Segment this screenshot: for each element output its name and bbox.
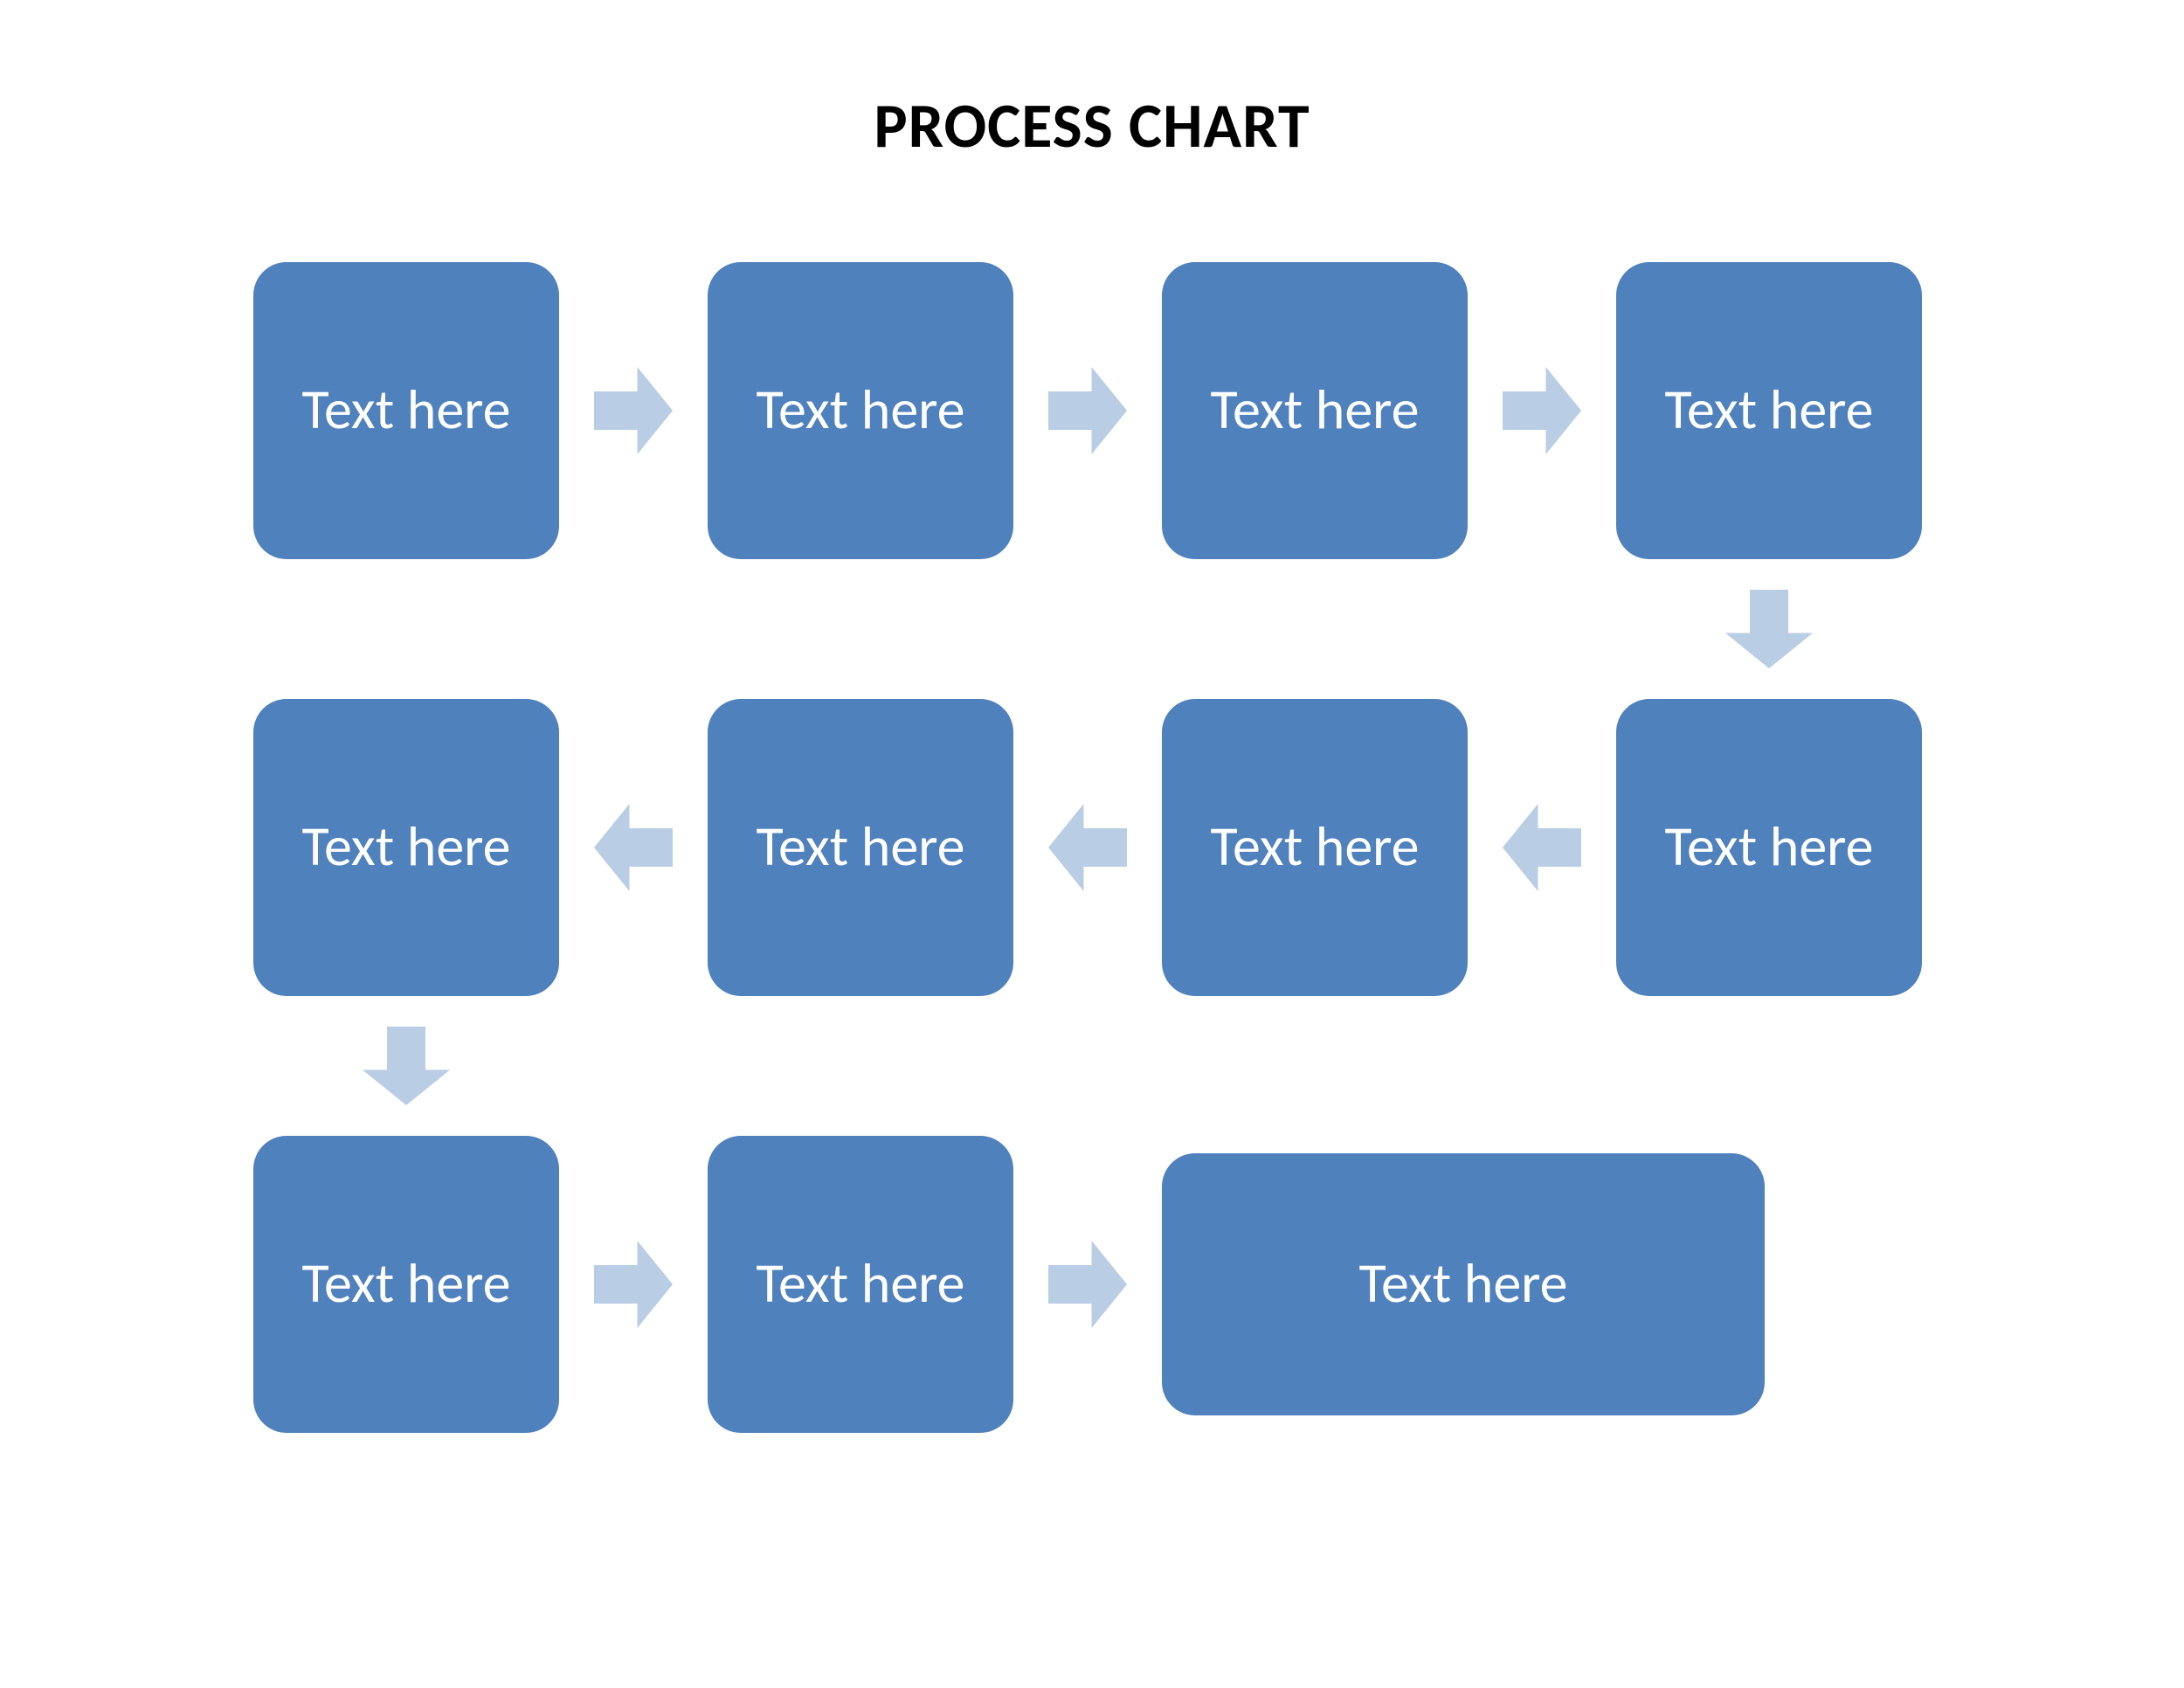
process-step-b10: Text here xyxy=(708,1136,1013,1433)
arrow-down-icon xyxy=(1725,590,1813,668)
process-step-label: Text here xyxy=(1647,815,1891,880)
process-step-label: Text here xyxy=(1222,1252,1704,1317)
process-step-label: Text here xyxy=(1192,378,1437,443)
arrow-right-icon xyxy=(594,1241,673,1328)
process-step-label: Text here xyxy=(738,815,983,880)
process-step-label: Text here xyxy=(284,815,529,880)
process-step-b5: Text here xyxy=(1616,699,1922,996)
process-step-b2: Text here xyxy=(708,262,1013,559)
arrow-right-icon xyxy=(1048,367,1127,454)
process-step-label: Text here xyxy=(1192,815,1437,880)
arrow-right-icon xyxy=(1048,1241,1127,1328)
process-step-b6: Text here xyxy=(1162,699,1468,996)
process-step-b4: Text here xyxy=(1616,262,1922,559)
process-step-label: Text here xyxy=(738,378,983,443)
process-step-b11: Text here xyxy=(1162,1153,1765,1415)
arrow-left-icon xyxy=(1048,804,1127,891)
process-step-b7: Text here xyxy=(708,699,1013,996)
process-step-label: Text here xyxy=(1647,378,1891,443)
arrow-down-icon xyxy=(363,1027,450,1105)
arrow-left-icon xyxy=(594,804,673,891)
process-step-label: Text here xyxy=(284,378,529,443)
process-step-label: Text here xyxy=(284,1252,529,1317)
process-step-b1: Text here xyxy=(253,262,559,559)
arrow-right-icon xyxy=(594,367,673,454)
process-step-b3: Text here xyxy=(1162,262,1468,559)
process-step-b8: Text here xyxy=(253,699,559,996)
chart-title-text: PROCESS CHART xyxy=(874,87,1310,164)
arrow-right-icon xyxy=(1503,367,1581,454)
arrow-left-icon xyxy=(1503,804,1581,891)
process-step-label: Text here xyxy=(738,1252,983,1317)
process-step-b9: Text here xyxy=(253,1136,559,1433)
chart-title: PROCESS CHART xyxy=(0,87,2184,164)
